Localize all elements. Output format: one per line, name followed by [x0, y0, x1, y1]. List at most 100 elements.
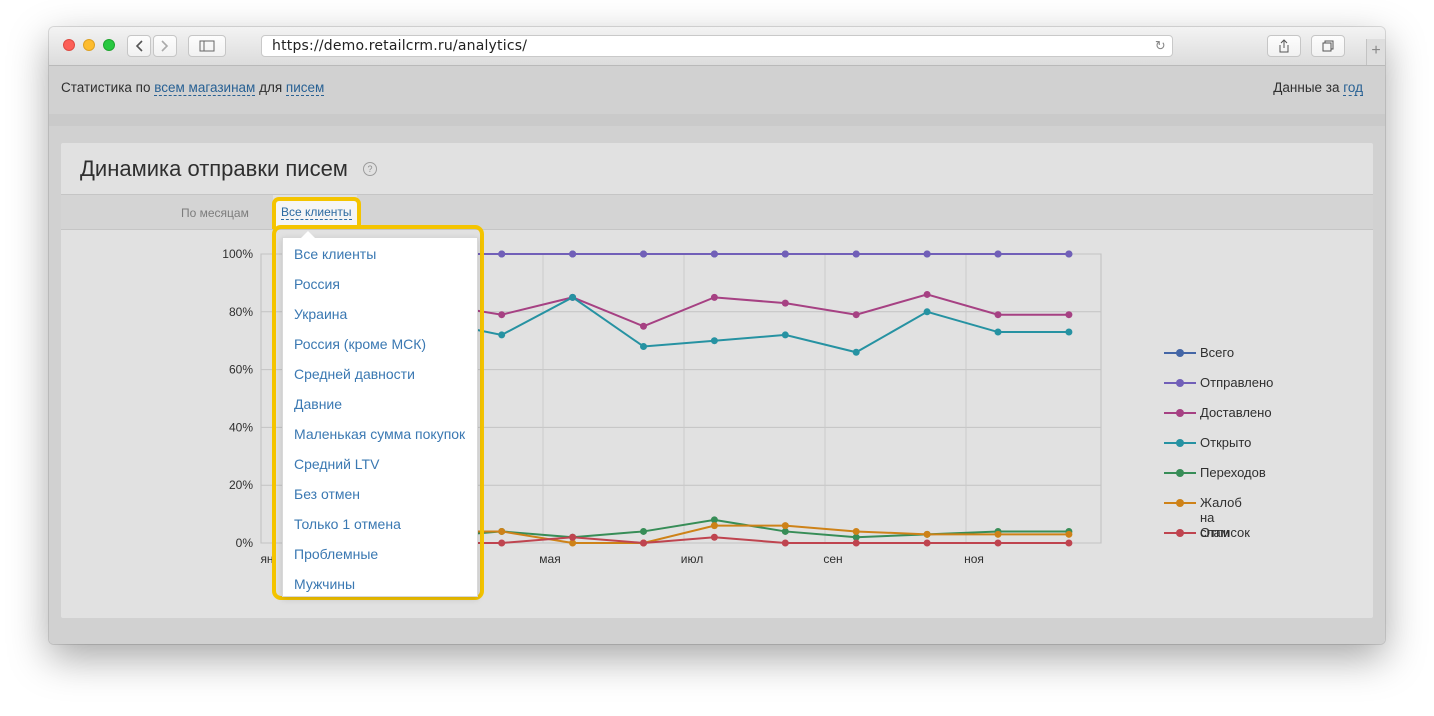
- data-point: [498, 250, 506, 258]
- data-point: [923, 290, 931, 298]
- legend-label: Доставлено: [1200, 405, 1272, 420]
- legend-swatch-dot: [1176, 529, 1184, 537]
- chevron-left-icon: [135, 40, 143, 52]
- browser-toolbar: https://demo.retailcrm.ru/analytics/ ↻ +: [49, 27, 1385, 66]
- data-point: [710, 293, 718, 301]
- sidebar-icon: [199, 40, 215, 52]
- period-link[interactable]: год: [1343, 80, 1363, 96]
- legend-label: Отписок: [1200, 525, 1250, 540]
- sidebar-button[interactable]: [188, 35, 226, 57]
- data-point: [1065, 311, 1073, 319]
- panel-title: Динамика отправки писем: [80, 156, 348, 181]
- dropdown-item[interactable]: Проблемные: [294, 546, 379, 562]
- data-point: [710, 516, 718, 524]
- legend-label: Жалоб на спам: [1200, 495, 1242, 540]
- tab-by-months[interactable]: По месяцам: [181, 206, 249, 220]
- data-point: [994, 328, 1002, 336]
- data-point: [852, 311, 860, 319]
- dropdown-item[interactable]: Все клиенты: [294, 246, 377, 262]
- data-point: [994, 530, 1002, 538]
- legend-swatch-dot: [1176, 469, 1184, 477]
- data-point: [569, 293, 577, 301]
- legend-label: Отправлено: [1200, 375, 1274, 390]
- data-point: [781, 522, 789, 530]
- url-text: https://demo.retailcrm.ru/analytics/: [272, 38, 528, 54]
- page-content: Статистика по всем магазинам для писем Д…: [49, 66, 1385, 644]
- minimize-window-button[interactable]: [83, 39, 95, 51]
- data-point: [781, 331, 789, 339]
- data-point: [569, 250, 577, 258]
- data-point: [1065, 328, 1073, 336]
- zoom-window-button[interactable]: [103, 39, 115, 51]
- data-point: [640, 527, 647, 535]
- dropdown-item[interactable]: Давние: [294, 396, 343, 412]
- data-point: [640, 539, 647, 547]
- data-point: [1065, 530, 1073, 538]
- data-point: [923, 539, 931, 547]
- data-point: [1065, 539, 1073, 547]
- share-button[interactable]: [1267, 35, 1301, 57]
- clients-tab-highlight[interactable]: Все клиенты: [272, 197, 361, 229]
- stores-link[interactable]: всем магазинам: [154, 80, 256, 96]
- legend-swatch-dot: [1176, 379, 1184, 387]
- data-point: [640, 322, 647, 330]
- legend-swatch-dot: [1176, 409, 1184, 417]
- clients-dropdown-menu: Все клиенты Россия Украина Россия (кроме МС…: [282, 231, 478, 599]
- dropdown-item[interactable]: Украина: [294, 306, 348, 322]
- separator: [49, 114, 1385, 126]
- stats-prefix: Статистика по: [61, 80, 151, 95]
- data-point: [498, 331, 506, 339]
- dropdown-caret: [301, 231, 315, 238]
- dropdown-item[interactable]: Только 1 отмена: [294, 516, 401, 532]
- data-point: [569, 539, 577, 547]
- dropdown-item[interactable]: Мужчины: [294, 576, 356, 592]
- x-tick-label: мая: [539, 552, 560, 566]
- dropdown-list: Все клиенты Россия Украина Россия (кроме МС…: [283, 238, 477, 599]
- dropdown-item[interactable]: Средней давности: [294, 366, 415, 382]
- legend-swatch-dot: [1176, 499, 1184, 507]
- legend-label: Всего: [1200, 345, 1235, 360]
- stats-filter-line: Статистика по всем магазинам для писем: [61, 80, 325, 96]
- y-tick-label: 40%: [229, 420, 253, 434]
- dropdown-item[interactable]: Россия (кроме МСК): [294, 336, 427, 352]
- tabs-overview-button[interactable]: [1311, 35, 1345, 57]
- dropdown-item[interactable]: Средний LTV: [294, 456, 380, 472]
- x-tick-label: ян: [260, 552, 273, 566]
- data-point: [1065, 250, 1073, 258]
- line-chart: 100% 80% 60% 40% 20% 0% ян мая июл сен ноя: [222, 247, 1102, 566]
- letters-link[interactable]: писем: [285, 80, 325, 96]
- data-point: [781, 250, 789, 258]
- data-point: [781, 527, 789, 535]
- forward-button[interactable]: [153, 35, 177, 57]
- new-tab-button[interactable]: +: [1366, 39, 1385, 65]
- y-tick-label: 0%: [236, 536, 254, 550]
- clients-tab-highlight-label[interactable]: Все клиенты: [281, 205, 352, 220]
- dropdown-item[interactable]: Маленькая сумма покупок: [294, 426, 466, 442]
- legend-swatch-dot: [1176, 349, 1184, 357]
- data-point: [640, 250, 647, 258]
- data-point: [923, 308, 931, 316]
- back-button[interactable]: [127, 35, 151, 57]
- reload-icon[interactable]: ↻: [1154, 39, 1166, 54]
- for-word: для: [259, 80, 283, 95]
- dropdown-item[interactable]: Россия: [294, 276, 340, 292]
- data-point: [710, 250, 718, 258]
- dropdown-item[interactable]: Без отмен: [294, 486, 361, 502]
- legend-swatch-dot: [1176, 439, 1184, 447]
- tabs-icon: [1322, 40, 1334, 52]
- y-tick-label: 100%: [222, 247, 253, 261]
- chevron-right-icon: [161, 40, 169, 52]
- data-point: [710, 337, 718, 345]
- data-point: [710, 533, 718, 541]
- address-bar[interactable]: https://demo.retailcrm.ru/analytics/ ↻: [261, 35, 1173, 57]
- help-icon[interactable]: ?: [363, 162, 377, 176]
- data-point: [852, 539, 860, 547]
- data-point: [923, 250, 931, 258]
- close-window-button[interactable]: [63, 39, 75, 51]
- data-point: [994, 250, 1002, 258]
- legend-label: Открыто: [1200, 435, 1252, 450]
- y-tick-label: 20%: [229, 478, 253, 492]
- y-tick-label: 60%: [229, 363, 253, 377]
- y-tick-label: 80%: [229, 305, 253, 319]
- x-tick-label: июл: [681, 552, 703, 566]
